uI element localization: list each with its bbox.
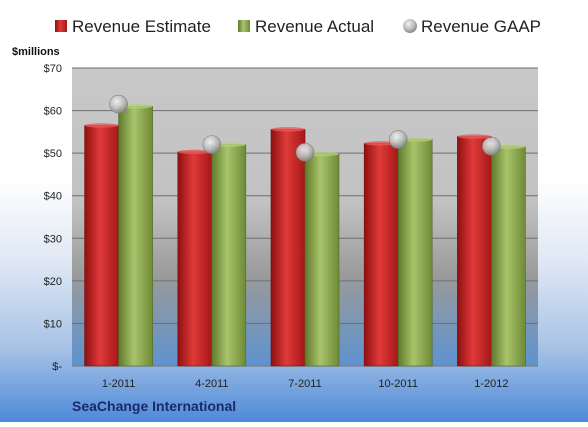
y-tick-label: $50	[44, 148, 62, 160]
company-label: SeaChange International	[72, 398, 236, 414]
estimate-bar	[84, 125, 119, 367]
actual-bar	[491, 146, 526, 367]
legend-swatch-estimate	[55, 20, 67, 32]
legend-swatch-gaap	[403, 19, 417, 33]
y-axis-unit-label: $millions	[12, 46, 60, 58]
legend-swatch-actual	[238, 20, 250, 32]
legend: Revenue Estimate Revenue Actual Revenue …	[55, 17, 541, 36]
gaap-markers	[109, 94, 501, 162]
actual-bar	[211, 144, 247, 367]
y-tick-label: $60	[44, 106, 62, 118]
x-tick-label: 4-2011	[195, 378, 228, 390]
estimate-bar-top	[84, 123, 119, 128]
estimate-bar	[270, 129, 306, 367]
x-tick-label: 7-2011	[288, 378, 321, 390]
y-tick-label: $40	[44, 191, 62, 203]
legend-label-actual: Revenue Actual	[255, 17, 374, 36]
gaap-marker	[295, 142, 315, 162]
y-axis: $- $10 $20 $30 $40 $50 $60 $70	[44, 63, 63, 373]
x-tick-label: 1-2012	[474, 378, 508, 390]
estimate-bar-top	[271, 127, 305, 132]
y-tick-label: $70	[44, 63, 62, 75]
estimate-bar	[457, 136, 492, 367]
gaap-marker	[388, 130, 408, 149]
estimate-bar-top	[177, 149, 212, 155]
y-tick-label: $10	[44, 318, 62, 330]
y-tick-label: $-	[52, 361, 62, 373]
gaap-marker	[109, 94, 128, 114]
y-tick-label: $20	[44, 276, 62, 288]
actual-bar	[304, 153, 340, 367]
actual-bar	[397, 139, 433, 367]
x-tick-label: 10-2011	[378, 378, 418, 390]
gaap-marker	[482, 137, 501, 156]
estimate-bar-top	[457, 134, 492, 139]
estimate-bar	[177, 151, 213, 367]
x-axis: 1-2011 4-2011 7-2011 10-2011 1-2012	[102, 378, 509, 390]
x-tick-label: 1-2011	[102, 378, 135, 390]
legend-label-gaap: Revenue GAAP	[421, 17, 541, 36]
y-tick-label: $30	[44, 233, 62, 245]
actual-bar	[118, 106, 153, 367]
legend-label-estimate: Revenue Estimate	[72, 17, 211, 36]
bars	[84, 104, 526, 367]
estimate-bar	[363, 143, 399, 367]
gaap-marker	[202, 135, 222, 154]
